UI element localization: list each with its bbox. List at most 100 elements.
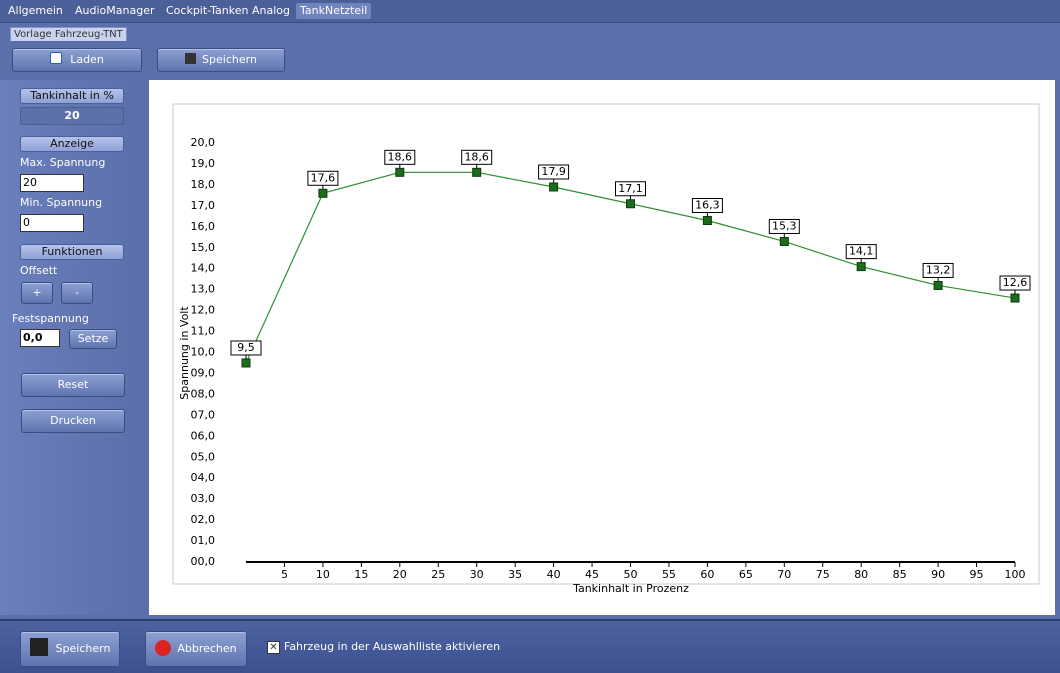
reset-button[interactable]: Reset [21,373,125,397]
value-label-box [461,149,493,165]
y-tick-label: 20,0 [191,136,216,149]
y-tick-label: 17,0 [191,199,216,212]
value-label-box [845,244,877,260]
field-label: Festspannung [12,312,89,325]
cancel-label: Abbrechen [177,642,237,655]
value-label: 18,6 [388,150,413,163]
value-label-box [922,262,954,278]
x-tick-label: 30 [470,568,484,581]
data-point [702,216,712,226]
tab[interactable]: AudioManager [75,4,155,17]
tab[interactable]: Allgemein [8,4,63,17]
set-button[interactable]: Setze [69,329,117,349]
min-input[interactable]: 0 [20,214,84,232]
y-tick-label: 04,0 [191,471,216,484]
x-tick-label: 25 [431,568,445,581]
x-tick-label: 85 [893,568,907,581]
y-axis-label: Spannung in Volt [178,306,191,400]
y-tick-label: 06,0 [191,429,216,442]
y-tick-label: 05,0 [191,450,216,463]
x-tick-label: 95 [970,568,984,581]
section-header: Funktionen [20,244,124,260]
footer-save-label: Speichern [55,642,111,655]
data-point [549,182,559,192]
y-tick-label: 13,0 [191,283,216,296]
field-label: Min. Spannung [20,196,103,209]
save-icon [185,53,197,64]
x-tick-label: 90 [931,568,945,581]
data-point [779,236,789,246]
fixed-input[interactable]: 0,0 [20,329,60,347]
chart-panel: Spannung in Volt Tankinhalt in Prozenz 0… [149,80,1055,615]
cancel-button[interactable]: Abbrechen [145,631,247,667]
chart-frame [172,103,1040,585]
y-tick-label: 01,0 [191,534,216,547]
value-label: 12,6 [1003,276,1028,289]
section-header: Anzeige [20,136,124,152]
data-point [626,199,635,209]
plus-button[interactable]: + [21,282,53,304]
save-button[interactable]: Speichern [157,48,285,72]
load-button[interactable]: Laden [12,48,142,72]
y-tick-label: 16,0 [191,220,216,233]
y-tick-label: 09,0 [191,366,216,379]
x-tick-label: 35 [508,568,522,581]
save-label: Speichern [202,53,257,66]
value-label: 17,9 [541,165,566,178]
y-tick-label: 11,0 [191,325,216,338]
y-tick-label: 02,0 [191,513,216,526]
y-tick-label: 03,0 [191,492,216,505]
section-header: Tankinhalt in % [20,88,124,104]
tab-bar: Allgemein AudioManager Cockpit-Tanken An… [0,0,1060,23]
value-label: 13,2 [926,263,951,276]
value-label-box [307,170,339,186]
tab[interactable]: Cockpit-Tanken Analog [166,4,290,17]
data-point [472,167,482,177]
value-label-box [615,181,646,197]
x-tick-label: 100 [1005,568,1026,581]
field-label: Max. Spannung [20,156,106,169]
minus-button[interactable]: - [61,282,93,304]
data-point [318,188,328,198]
x-tick-label: 20 [393,568,407,581]
y-tick-label: 10,0 [191,346,216,359]
tank-value: 20 [20,107,124,125]
checkbox[interactable]: ✕ [267,641,280,654]
x-axis-label: Tankinhalt in Prozenz [572,582,689,595]
checkbox-label: Fahrzeug in der Auswahlliste aktivieren [284,640,501,653]
y-tick-label: 18,0 [191,178,216,191]
footer-save-button[interactable]: Speichern [20,631,120,667]
chart: Spannung in Volt Tankinhalt in Prozenz 0… [172,103,1040,595]
x-tick-label: 15 [354,568,368,581]
y-tick-label: 07,0 [191,408,216,421]
max-input[interactable]: 20 [20,174,84,192]
x-tick-label: 55 [662,568,676,581]
value-label: 17,6 [311,171,336,184]
cancel-icon [155,640,172,656]
load-icon [50,52,63,64]
x-tick-label: 65 [739,568,753,581]
y-tick-label: 19,0 [191,157,216,170]
tab[interactable]: TankNetzteil [296,3,372,19]
field-label: Offsett [20,264,58,277]
x-tick-label: 5 [281,568,288,581]
value-label: 16,3 [695,199,720,212]
y-tick-label: 08,0 [191,387,216,400]
x-tick-label: 60 [700,568,714,581]
value-label: 17,1 [618,182,643,195]
x-tick-label: 50 [624,568,638,581]
load-label: Laden [70,53,104,66]
value-label: 9,5 [237,341,255,354]
value-label-box [691,198,723,214]
x-tick-label: 75 [816,568,830,581]
value-label-box [538,164,570,180]
y-tick-label: 15,0 [191,241,216,254]
print-button[interactable]: Drucken [21,409,125,433]
x-tick-label: 40 [547,568,561,581]
x-tick-label: 10 [316,568,330,581]
value-label: 18,6 [464,150,489,163]
x-tick-label: 80 [854,568,868,581]
value-label-box [384,149,416,165]
group-title: Vorlage Fahrzeug-TNT [10,27,127,41]
